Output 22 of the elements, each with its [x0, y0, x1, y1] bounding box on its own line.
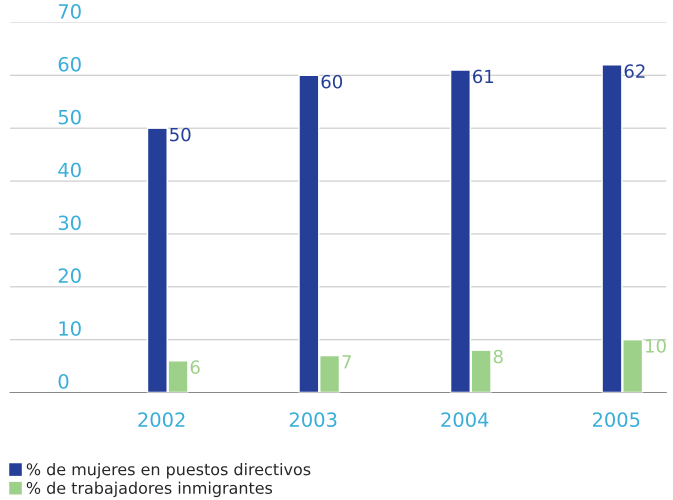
y-tick-label: 70: [58, 4, 81, 19]
y-tick-label: 0: [58, 374, 68, 389]
y-tick-label: 10: [59, 321, 81, 336]
x-tick-label: 2005: [592, 412, 640, 427]
y-tick-label: 50: [58, 110, 81, 124]
data-label: 10: [646, 339, 666, 353]
x-tick-label: 2002: [138, 412, 184, 427]
data-label: 7: [342, 355, 351, 368]
y-tick-label: 60: [58, 56, 81, 72]
data-label: 62: [624, 64, 645, 78]
data-label: 61: [473, 70, 494, 84]
y-tick-label: 20: [58, 268, 81, 284]
data-label: 50: [170, 128, 190, 142]
data-label: 6: [190, 360, 200, 374]
legend-label: % de mujeres en puestos directivos: [26, 463, 310, 478]
x-tick-label: 2004: [441, 412, 488, 427]
x-tick-label: 2003: [290, 412, 336, 427]
legend-label: % de trabajadores inmigrantes: [26, 482, 272, 498]
data-label: 60: [322, 74, 342, 89]
data-label: 8: [494, 350, 503, 364]
y-tick-label: 30: [58, 215, 81, 230]
y-tick-label: 40: [58, 162, 81, 178]
